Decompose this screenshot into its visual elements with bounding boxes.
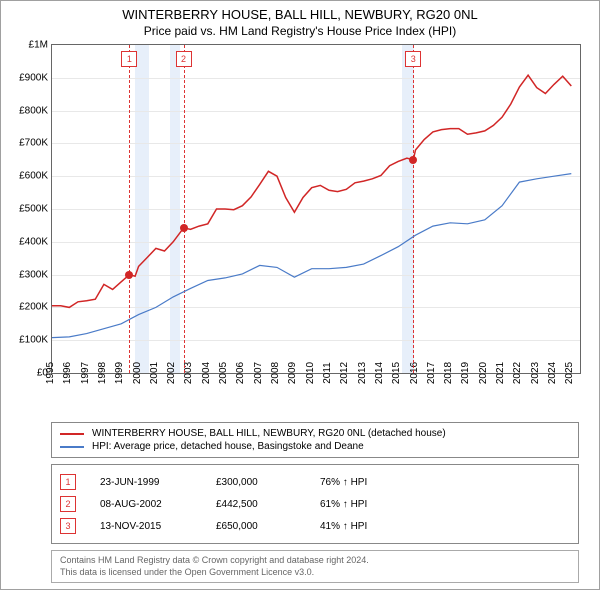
event-date: 23-JUN-1999	[100, 477, 192, 488]
event-row: 2 08-AUG-2002 £442,500 61% ↑ HPI	[60, 493, 570, 515]
event-row: 1 23-JUN-1999 £300,000 76% ↑ HPI	[60, 471, 570, 493]
event-number-box: 2	[60, 496, 76, 512]
legend-label: WINTERBERRY HOUSE, BALL HILL, NEWBURY, R…	[92, 428, 446, 439]
footer-note: Contains HM Land Registry data © Crown c…	[51, 550, 579, 583]
y-tick-label: £300K	[19, 269, 52, 280]
y-tick-label: £400K	[19, 236, 52, 247]
event-date: 13-NOV-2015	[100, 521, 192, 532]
sale-point	[409, 156, 417, 164]
sale-point	[180, 224, 188, 232]
y-tick-label: £500K	[19, 204, 52, 215]
event-number-box: 3	[60, 518, 76, 534]
chart-area: £0£100K£200K£300K£400K£500K£600K£700K£80…	[51, 44, 581, 374]
event-price: £300,000	[216, 477, 296, 488]
titles: WINTERBERRY HOUSE, BALL HILL, NEWBURY, R…	[1, 1, 599, 38]
event-pct: 61% ↑ HPI	[320, 499, 570, 510]
y-tick-label: £100K	[19, 335, 52, 346]
event-row: 3 13-NOV-2015 £650,000 41% ↑ HPI	[60, 515, 570, 537]
sale-point	[125, 271, 133, 279]
y-tick-label: £1M	[29, 40, 52, 51]
legend-box: WINTERBERRY HOUSE, BALL HILL, NEWBURY, R…	[51, 422, 579, 458]
y-tick-label: £700K	[19, 138, 52, 149]
event-pct: 41% ↑ HPI	[320, 521, 570, 532]
legend-item: WINTERBERRY HOUSE, BALL HILL, NEWBURY, R…	[60, 427, 570, 440]
legend-label: HPI: Average price, detached house, Basi…	[92, 441, 364, 452]
event-number-box: 1	[60, 474, 76, 490]
legend-swatch	[60, 446, 84, 448]
event-price: £442,500	[216, 499, 296, 510]
figure-container: WINTERBERRY HOUSE, BALL HILL, NEWBURY, R…	[0, 0, 600, 590]
event-pct: 76% ↑ HPI	[320, 477, 570, 488]
footer-line-2: This data is licensed under the Open Gov…	[60, 567, 570, 579]
title-main: WINTERBERRY HOUSE, BALL HILL, NEWBURY, R…	[1, 7, 599, 22]
legend-item: HPI: Average price, detached house, Basi…	[60, 440, 570, 453]
chart-lines	[52, 45, 580, 373]
y-tick-label: £800K	[19, 105, 52, 116]
y-tick-label: £600K	[19, 171, 52, 182]
footer-line-1: Contains HM Land Registry data © Crown c…	[60, 555, 570, 567]
series-line	[52, 174, 571, 338]
y-tick-label: £900K	[19, 72, 52, 83]
event-price: £650,000	[216, 521, 296, 532]
title-sub: Price paid vs. HM Land Registry's House …	[1, 24, 599, 38]
events-box: 1 23-JUN-1999 £300,000 76% ↑ HPI 2 08-AUG-200…	[51, 464, 579, 544]
event-date: 08-AUG-2002	[100, 499, 192, 510]
y-tick-label: £200K	[19, 302, 52, 313]
legend-swatch	[60, 433, 84, 435]
